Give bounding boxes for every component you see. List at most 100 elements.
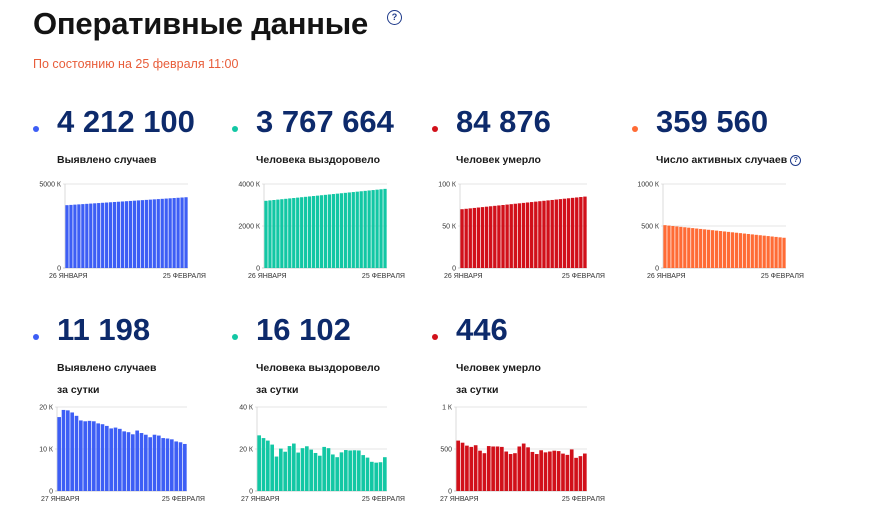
- y-tick-label: 20 К: [239, 447, 254, 454]
- bar: [575, 197, 579, 268]
- series-dot-icon: [432, 334, 438, 340]
- stat-card: 3 767 664 Человека выздоровело: [232, 104, 432, 284]
- bar: [509, 204, 513, 268]
- chart: 0 20 К 40 К 27 ЯНВАРЯ 25 ФЕВРАЛЯ: [239, 405, 405, 504]
- x-tick-label: 26 ЯНВАРЯ: [444, 273, 483, 280]
- bar: [77, 204, 81, 268]
- bar: [266, 440, 270, 491]
- stat-label: Выявлено случаев: [57, 149, 156, 171]
- x-tick-label: 26 ЯНВАРЯ: [647, 273, 686, 280]
- bar: [322, 446, 326, 491]
- chart: 0 500 1 К 27 ЯНВАРЯ 25 ФЕВРАЛЯ: [440, 405, 605, 504]
- series-dot-icon: [432, 126, 438, 132]
- bar: [152, 434, 157, 491]
- bar: [108, 202, 113, 268]
- bar: [276, 199, 280, 268]
- bar: [351, 192, 355, 268]
- bar: [505, 204, 509, 268]
- bar: [87, 420, 92, 491]
- y-tick-label: 0: [57, 266, 61, 273]
- bar: [493, 205, 497, 268]
- bar: [473, 445, 478, 491]
- stat-label: Число активных случаев?: [656, 149, 802, 171]
- bar: [118, 428, 122, 491]
- bar: [726, 231, 731, 268]
- bar: [74, 415, 79, 491]
- bar: [126, 432, 131, 491]
- help-icon[interactable]: ?: [790, 155, 802, 166]
- bar: [319, 195, 324, 268]
- bar: [288, 198, 292, 268]
- stat-card: 359 560 Число активных случаев?: [632, 104, 832, 284]
- stat-value: 16 102: [256, 312, 351, 347]
- bar: [562, 198, 567, 268]
- bar: [722, 231, 727, 268]
- stat-value: 11 198: [57, 312, 151, 347]
- y-tick-label: 0: [49, 489, 53, 496]
- bar: [734, 232, 739, 268]
- bar: [746, 233, 750, 268]
- y-tick-label: 500: [440, 447, 452, 454]
- x-tick-label: 25 ФЕВРАЛЯ: [163, 273, 206, 280]
- bar: [538, 201, 542, 268]
- bar: [500, 446, 504, 491]
- stat-label: Человека выздоровело за сутки: [256, 357, 380, 401]
- bar: [280, 199, 284, 268]
- bar: [174, 441, 178, 491]
- bar: [307, 196, 312, 268]
- bar: [513, 453, 517, 491]
- bar: [81, 204, 85, 268]
- bar: [699, 228, 703, 268]
- chart: 0 500 К 1000 К 26 ЯНВАРЯ 25 ФЕВРАЛЯ: [637, 182, 804, 281]
- stat-label-line2: за сутки: [456, 384, 499, 396]
- bar: [270, 444, 274, 491]
- bar: [359, 191, 363, 268]
- bar: [663, 225, 667, 268]
- bar: [300, 197, 304, 268]
- bar: [105, 425, 109, 491]
- bar: [348, 450, 352, 491]
- bar: [327, 194, 332, 268]
- bar: [754, 234, 758, 268]
- bar: [495, 446, 500, 491]
- bar: [501, 205, 505, 268]
- bar: [283, 451, 287, 491]
- bar: [579, 197, 583, 268]
- bar: [296, 452, 300, 491]
- help-icon[interactable]: ?: [387, 10, 402, 25]
- bar: [170, 439, 174, 491]
- bar: [546, 200, 550, 268]
- bar: [83, 421, 87, 491]
- bar: [710, 230, 715, 268]
- bar: [770, 236, 774, 268]
- bar: [718, 231, 723, 268]
- bar: [552, 450, 557, 491]
- bar: [363, 190, 367, 268]
- bar: [157, 435, 161, 491]
- bar: [529, 202, 534, 268]
- bar: [695, 228, 699, 268]
- bar: [112, 201, 117, 268]
- bar: [132, 200, 137, 268]
- y-tick-label: 1 К: [442, 405, 453, 412]
- chart: 0 5000 К 26 ЯНВАРЯ 25 ФЕВРАЛЯ: [39, 182, 206, 281]
- bar: [61, 409, 66, 491]
- stat-label-line2: за сутки: [256, 384, 299, 396]
- bar: [565, 454, 570, 491]
- y-tick-label: 0: [448, 489, 452, 496]
- bar: [504, 451, 509, 491]
- bar: [131, 434, 135, 491]
- bar: [93, 203, 97, 268]
- stat-value: 446: [456, 312, 508, 347]
- bar: [304, 196, 308, 268]
- bar: [762, 235, 766, 268]
- y-tick-label: 0: [452, 266, 456, 273]
- bar: [97, 203, 101, 268]
- bar: [671, 226, 675, 268]
- bar: [89, 203, 93, 268]
- stat-label: Человек умерло: [456, 149, 541, 171]
- bar: [161, 438, 165, 491]
- bar: [539, 450, 543, 491]
- y-tick-label: 1000 К: [637, 182, 660, 189]
- bar: [139, 433, 144, 491]
